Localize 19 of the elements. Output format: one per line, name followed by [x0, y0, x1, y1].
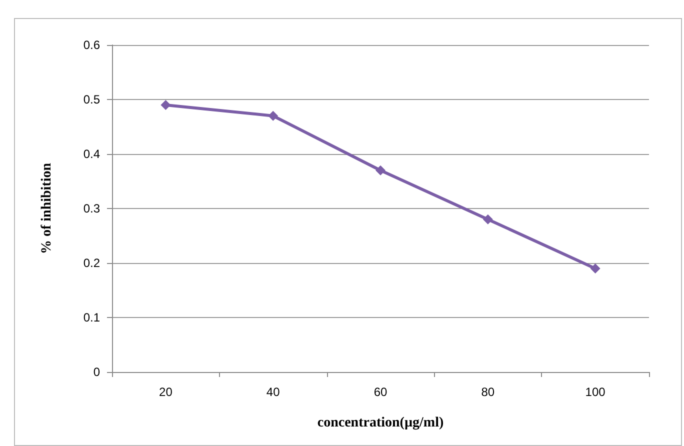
x-tick-label: 80 [481, 385, 495, 399]
x-tick-label: 100 [585, 385, 606, 399]
point [268, 110, 278, 121]
y-axis-title: % of inhibition [40, 162, 54, 254]
point [376, 165, 386, 176]
x-axis-title: concentration(µg/ml) [317, 416, 444, 430]
y-tick-label: 0.5 [83, 92, 100, 106]
point [482, 214, 493, 224]
y-tick-label: 0 [93, 365, 100, 379]
y-tick-label: 0.3 [83, 202, 100, 216]
point [160, 100, 171, 110]
x-tick-label: 40 [266, 385, 280, 399]
y-tick-label: 0.2 [83, 256, 100, 270]
y-tick-label: 0.1 [83, 310, 100, 324]
y-tick-label: 0.4 [83, 147, 100, 161]
x-tick-label: 60 [374, 385, 388, 399]
point [590, 263, 600, 274]
x-tick-label: 20 [159, 385, 173, 399]
y-tick-label: 0.6 [83, 38, 100, 52]
